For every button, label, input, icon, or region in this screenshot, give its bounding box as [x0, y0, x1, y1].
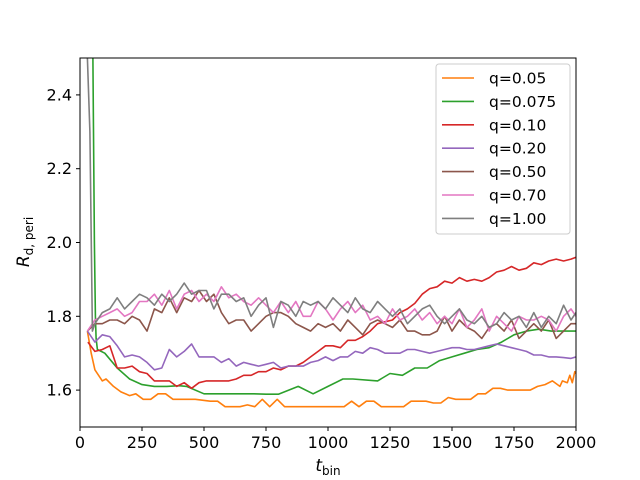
legend-label: q=0.05	[489, 70, 546, 88]
x-tick-label: 1750	[494, 433, 535, 452]
x-tick-label: 250	[127, 433, 158, 452]
series-line-q-0-20	[86, 330, 576, 371]
legend: q=0.05 q=0.075 q=0.10 q=0.20 q=0.50 q=0.70 q=1…	[435, 63, 571, 235]
x-tick-label: 750	[251, 433, 282, 452]
y-tick-label: 2.4	[47, 85, 72, 104]
x-tick-label: 1500	[432, 433, 473, 452]
axis-ticks: 0 250 500 750 1000 1250 1500 1750 2000 1.6 1.8 2.0 2…	[47, 85, 597, 452]
legend-label: q=0.20	[489, 140, 546, 158]
legend-label: q=0.50	[489, 163, 546, 181]
y-tick-label: 2.2	[47, 159, 72, 178]
x-tick-label: 0	[75, 433, 85, 452]
x-tick-label: 500	[189, 433, 220, 452]
y-axis-label: Rd, peri	[14, 217, 36, 267]
series-line-q-1-00	[86, 58, 576, 332]
legend-label: q=0.70	[489, 187, 546, 205]
plot-series	[86, 58, 576, 408]
plot-frame	[79, 57, 577, 428]
x-axis-label: tbin	[315, 456, 340, 478]
y-tick-label: 2.0	[47, 233, 72, 252]
x-tick-label: 1000	[308, 433, 349, 452]
legend-label: q=0.075	[489, 93, 556, 111]
series-line-q-0-05	[86, 330, 576, 408]
legend-label: q=0.10	[489, 116, 546, 134]
x-tick-label: 2000	[556, 433, 597, 452]
series-line-q-0-075	[92, 58, 576, 396]
series-line-q-0-10	[87, 256, 576, 390]
legend-frame	[435, 63, 571, 235]
y-tick-label: 1.6	[47, 381, 72, 400]
series-line-q-0-70	[86, 285, 576, 332]
y-tick-label: 1.8	[47, 307, 72, 326]
x-tick-label: 1250	[370, 433, 411, 452]
legend-label: q=1.00	[489, 210, 546, 228]
